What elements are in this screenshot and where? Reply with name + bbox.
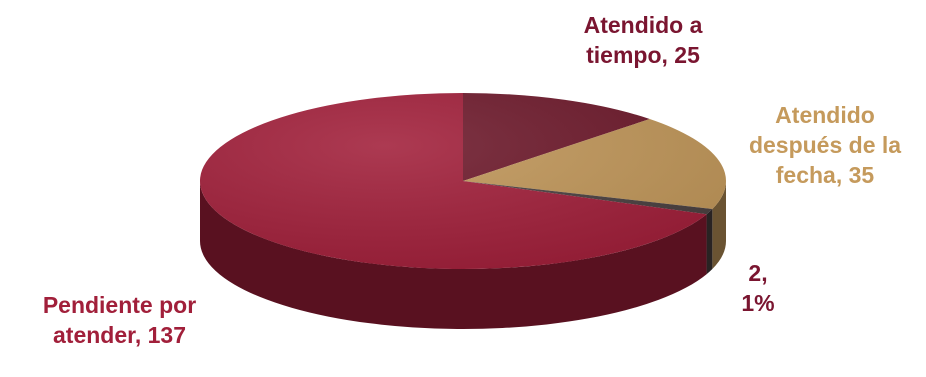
slice-label-line: atender, 137 [53, 322, 186, 348]
slice-label-pendiente: Pendiente por atender, 137 [2, 290, 237, 350]
slice-label-line: Pendiente por [42, 292, 197, 318]
slice-label-atendido-a-tiempo: Atendido a tiempo, 25 [548, 10, 738, 70]
slice-label-line: tiempo, 25 [586, 42, 700, 68]
pie-top-shading [200, 93, 726, 269]
slice-label-line: después de la [748, 132, 902, 158]
slice-label-line: 2, [748, 260, 768, 286]
pie-side-atendido-despu-s-de-la-fecha [712, 181, 726, 269]
pie-sides [200, 181, 726, 329]
slice-label-line: Atendido a [583, 12, 703, 38]
slice-label-line: 1% [741, 290, 775, 316]
pie-tops [200, 93, 726, 269]
slice-label-line: Atendido [775, 102, 875, 128]
pie-side-slice-2 [706, 208, 713, 275]
pie-side-pendiente-por-atender [200, 181, 707, 329]
slice-label-line: fecha, 35 [775, 162, 875, 188]
slice-label-small: 2, 1% [718, 258, 798, 318]
slice-label-atendido-despues: Atendido después de la fecha, 35 [725, 100, 925, 190]
